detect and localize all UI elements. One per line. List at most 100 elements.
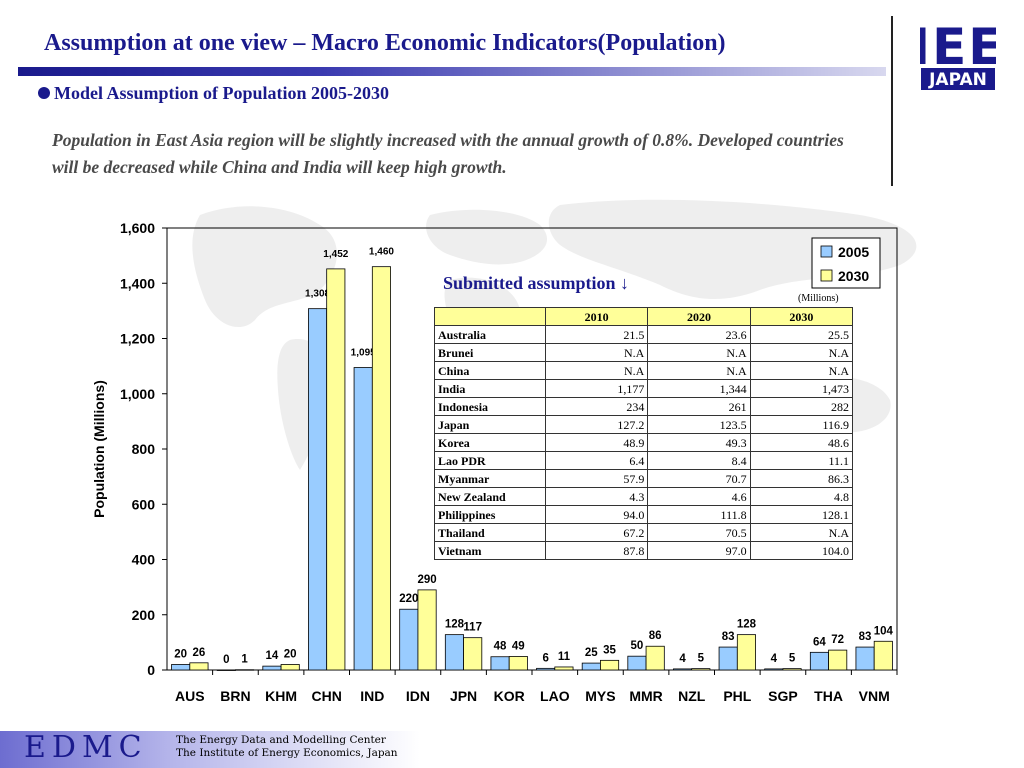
value-cell: N.A bbox=[749, 361, 854, 380]
value-cell: N.A bbox=[647, 361, 751, 380]
title-underline bbox=[18, 67, 886, 76]
bar-2005-chn bbox=[308, 308, 328, 671]
country-cell: China bbox=[434, 361, 546, 380]
bar-2005-jpn bbox=[444, 634, 464, 671]
value-cell: 1,344 bbox=[647, 379, 751, 398]
bar-2030-kor bbox=[508, 656, 528, 671]
x-tick-label: KHM bbox=[265, 688, 297, 704]
legend-label-2030: 2030 bbox=[838, 268, 869, 284]
y-tick-label: 800 bbox=[132, 441, 156, 457]
data-label-2005-mys: 25 bbox=[585, 647, 598, 659]
value-cell: 4.6 bbox=[647, 487, 751, 506]
x-tick-label: THA bbox=[814, 688, 843, 704]
value-cell: 1,177 bbox=[544, 379, 649, 398]
value-cell: 57.9 bbox=[544, 469, 649, 488]
data-label-2005-sgp: 4 bbox=[771, 653, 778, 665]
value-cell: N.A bbox=[544, 343, 649, 362]
bar-2005-mmr bbox=[627, 655, 647, 671]
value-cell: 23.6 bbox=[647, 325, 751, 344]
value-cell: N.A bbox=[647, 343, 751, 362]
bar-2005-brn bbox=[216, 669, 236, 671]
iee-japan-logo: IEE JAPAN bbox=[920, 18, 996, 90]
table-header-blank bbox=[434, 307, 546, 326]
x-tick-label: MYS bbox=[585, 688, 615, 704]
y-tick-label: 400 bbox=[132, 552, 156, 568]
bar-2030-jpn bbox=[463, 637, 483, 671]
x-tick-label: VNM bbox=[859, 688, 890, 704]
section-heading: Model Assumption of Population 2005-2030 bbox=[38, 83, 389, 104]
table-header-cell: 2010 bbox=[544, 307, 649, 326]
assumption-table: 2010 2020 2030 Australia 21.5 23.6 25.5 Brunei… bbox=[434, 307, 854, 560]
bar-2005-sgp bbox=[764, 668, 784, 671]
value-cell: 70.7 bbox=[647, 469, 751, 488]
country-cell: New Zealand bbox=[434, 487, 546, 506]
value-cell: 234 bbox=[544, 397, 649, 416]
country-cell: Thailand bbox=[434, 523, 546, 542]
table-row: Vietnam 87.8 97.0 104.0 bbox=[434, 541, 854, 560]
bullet-icon bbox=[38, 87, 50, 99]
value-cell: 11.1 bbox=[749, 451, 854, 470]
data-label-2030-mmr: 86 bbox=[649, 630, 662, 642]
bar-2030-sgp bbox=[782, 668, 802, 671]
legend-label-2005: 2005 bbox=[838, 244, 869, 260]
x-tick-label: PHL bbox=[723, 688, 751, 704]
value-cell: 104.0 bbox=[749, 541, 854, 560]
data-label-2005-ind: 1,095 bbox=[351, 348, 376, 359]
table-row: Myanmar 57.9 70.7 86.3 bbox=[434, 469, 854, 488]
table-row: China N.A N.A N.A bbox=[434, 361, 854, 380]
data-label-2030-chn: 1,452 bbox=[323, 249, 348, 260]
value-cell: 8.4 bbox=[647, 451, 751, 470]
country-cell: Korea bbox=[434, 433, 546, 452]
data-label-2030-sgp: 5 bbox=[789, 653, 796, 665]
data-label-2030-jpn: 117 bbox=[463, 622, 482, 634]
data-label-2030-idn: 290 bbox=[417, 574, 436, 586]
table-header-cell: 2020 bbox=[647, 307, 751, 326]
table-row: Thailand 67.2 70.5 N.A bbox=[434, 523, 854, 542]
value-cell: 4.8 bbox=[749, 487, 854, 506]
country-cell: Australia bbox=[434, 325, 546, 344]
y-tick-label: 1,400 bbox=[120, 275, 155, 291]
data-label-2005-phl: 83 bbox=[722, 631, 735, 643]
bar-2030-nzl bbox=[691, 668, 711, 671]
value-cell: 128.1 bbox=[749, 505, 854, 524]
description-text: Population in East Asia region will be s… bbox=[52, 130, 844, 177]
bar-2005-nzl bbox=[673, 668, 693, 671]
value-cell: 49.3 bbox=[647, 433, 751, 452]
y-tick-label: 0 bbox=[147, 662, 155, 678]
legend-swatch-2005 bbox=[820, 245, 833, 258]
value-cell: 4.3 bbox=[544, 487, 649, 506]
data-label-2030-vnm: 104 bbox=[874, 625, 894, 637]
x-tick-label: IND bbox=[360, 688, 384, 704]
value-cell: 116.9 bbox=[749, 415, 854, 434]
data-label-2005-nzl: 4 bbox=[679, 653, 686, 665]
x-tick-label: CHN bbox=[312, 688, 342, 704]
table-row: Brunei N.A N.A N.A bbox=[434, 343, 854, 362]
value-cell: 48.9 bbox=[544, 433, 649, 452]
value-cell: 1,473 bbox=[749, 379, 854, 398]
value-cell: 97.0 bbox=[647, 541, 751, 560]
data-label-2030-kor: 49 bbox=[512, 640, 525, 652]
bar-2005-phl bbox=[718, 646, 738, 671]
value-cell: 282 bbox=[749, 397, 854, 416]
x-tick-label: SGP bbox=[768, 688, 798, 704]
data-label-2030-aus: 26 bbox=[193, 647, 206, 659]
data-label-2030-tha: 72 bbox=[831, 634, 844, 646]
bar-2030-khm bbox=[280, 664, 300, 671]
table-row: Australia 21.5 23.6 25.5 bbox=[434, 325, 854, 344]
x-tick-label: MMR bbox=[629, 688, 662, 704]
value-cell: 86.3 bbox=[749, 469, 854, 488]
y-tick-label: 1,000 bbox=[120, 386, 155, 402]
table-row: India 1,177 1,344 1,473 bbox=[434, 379, 854, 398]
bar-2005-mys bbox=[581, 662, 601, 671]
data-label-2005-mmr: 50 bbox=[631, 640, 644, 652]
value-cell: N.A bbox=[749, 343, 854, 362]
value-cell: N.A bbox=[544, 361, 649, 380]
data-label-2030-mys: 35 bbox=[603, 644, 616, 656]
data-label-2030-ind: 1,460 bbox=[369, 247, 394, 258]
value-cell: 70.5 bbox=[647, 523, 751, 542]
value-cell: 6.4 bbox=[544, 451, 649, 470]
value-cell: 261 bbox=[647, 397, 751, 416]
y-tick-label: 600 bbox=[132, 496, 156, 512]
footer-line1: The Energy Data and Modelling Center bbox=[176, 734, 386, 746]
table-row: Indonesia 234 261 282 bbox=[434, 397, 854, 416]
